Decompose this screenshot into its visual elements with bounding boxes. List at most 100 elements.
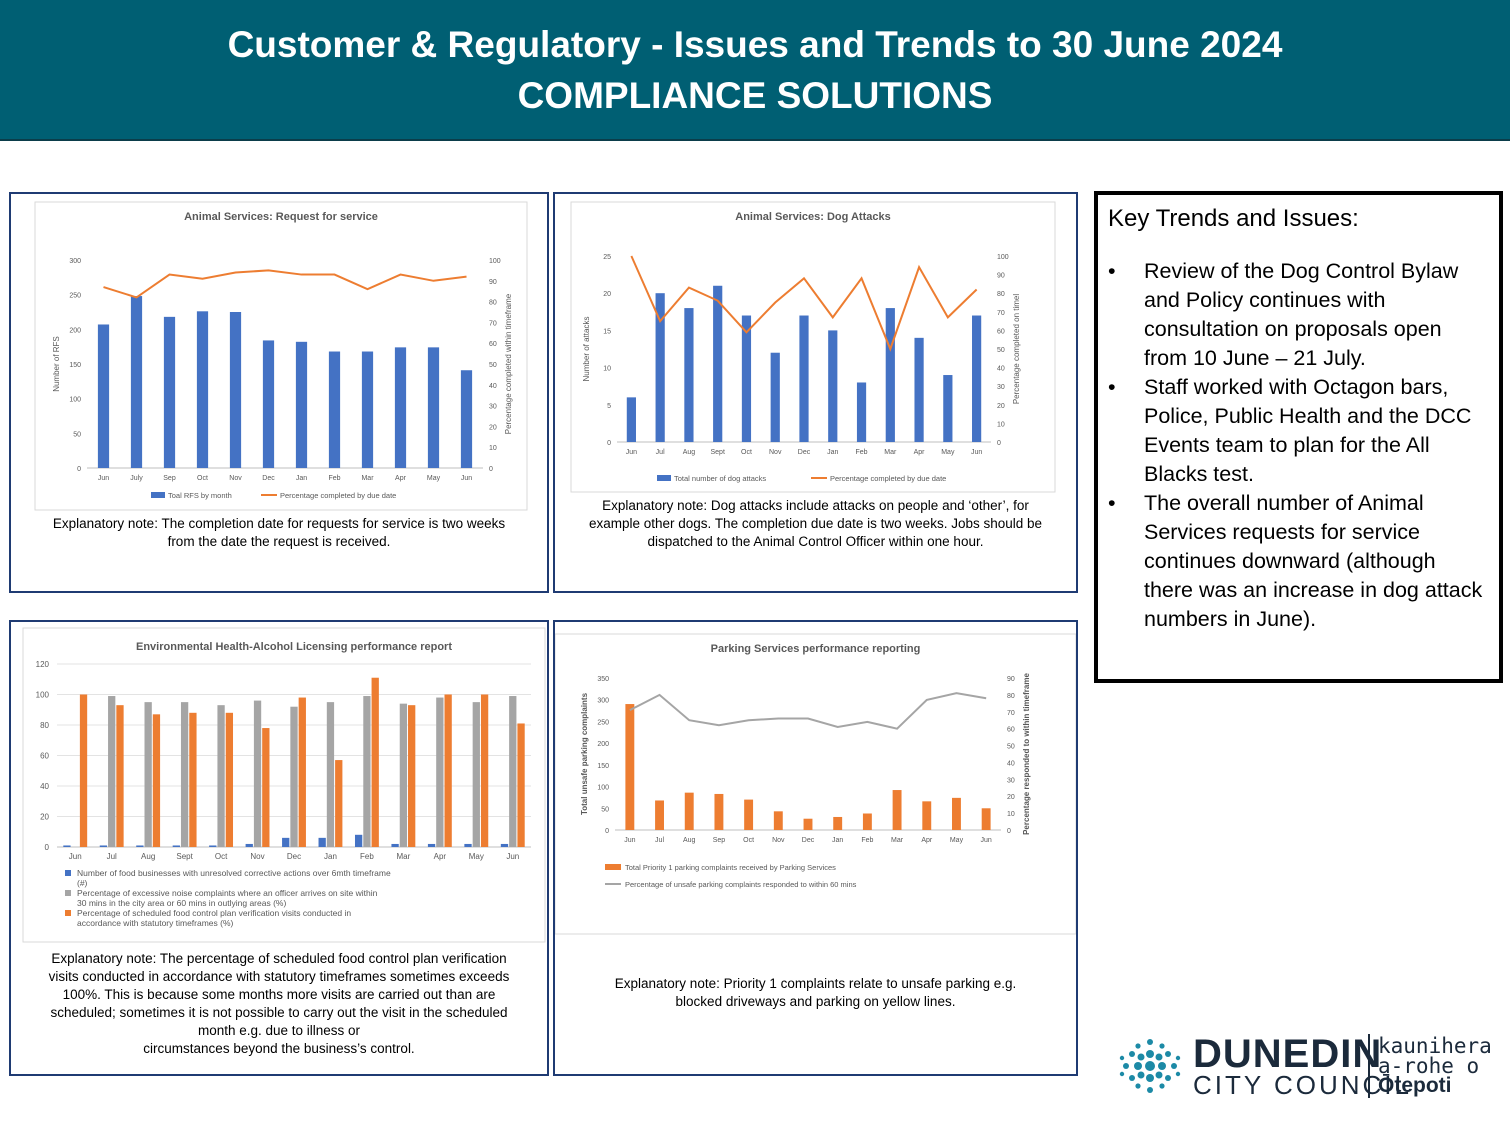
bar	[427, 347, 440, 468]
legend-swatch	[151, 492, 165, 498]
dog-note: Explanatory note: Dog attacks include at…	[588, 498, 1043, 549]
legend-label: Percentage completed by due date	[830, 474, 946, 483]
y-tick-label: 120	[36, 660, 50, 669]
bar	[892, 790, 902, 830]
logo-dot	[1137, 1071, 1145, 1079]
bar	[189, 712, 197, 847]
y-tick-label: 25	[603, 254, 611, 261]
x-tick-label: Sept	[176, 852, 193, 861]
bullet-icon: •	[1108, 259, 1116, 283]
bar	[803, 818, 813, 830]
y-tick-label: 350	[597, 676, 609, 683]
y2-tick-label: 20	[997, 403, 1005, 410]
y2-tick-label: 40	[489, 383, 497, 390]
bar	[684, 308, 694, 442]
logo-dot	[1129, 1051, 1135, 1057]
y-tick-label: 5	[607, 403, 611, 410]
bar	[856, 382, 867, 442]
x-tick-label: Jan	[832, 837, 843, 844]
bar	[981, 808, 991, 830]
y2-tick-label: 60	[1007, 727, 1015, 734]
y-tick-label: 300	[69, 258, 81, 265]
parking-note: Explanatory note: Priority 1 complaints …	[614, 976, 1017, 1009]
logo-dot	[1137, 1053, 1145, 1061]
key-trends-title: Key Trends and Issues:	[1108, 205, 1359, 232]
x-tick-label: May	[427, 475, 441, 482]
logo-maori-1: kaunihera	[1378, 1034, 1492, 1058]
bar	[655, 293, 665, 442]
y2-tick-label: 10	[1007, 811, 1015, 818]
key-trend-item: • Staff worked with Octagon bars, Police,…	[1108, 373, 1488, 489]
x-tick-label: Mar	[396, 852, 410, 861]
bar	[952, 797, 961, 830]
key-trend-text: The overall number of Animal Services re…	[1144, 491, 1483, 631]
page-header: Customer & Regulatory - Issues and Trend…	[0, 0, 1510, 141]
x-tick-label: Apr	[395, 475, 407, 482]
parking-chart: Parking Services performance reporting 0 5…	[555, 633, 1076, 935]
x-tick-label: Aug	[683, 449, 696, 456]
y-tick-label: 20	[40, 813, 49, 822]
bar	[714, 793, 724, 830]
bar	[770, 352, 780, 442]
x-tick-label: Jan	[324, 852, 337, 861]
bar	[97, 324, 110, 468]
bar	[391, 843, 399, 847]
y-tick-label: 60	[40, 752, 49, 761]
y2-tick-label: 40	[997, 366, 1005, 373]
y-tick-label: 200	[597, 741, 609, 748]
bar	[500, 843, 509, 847]
key-trend-item: • Review of the Dog Control Bylaw and Pol…	[1108, 257, 1488, 373]
bar	[509, 696, 517, 847]
y2-tick-label: 60	[489, 341, 497, 348]
y2-tick-label: 90	[489, 279, 497, 286]
bar	[436, 697, 444, 847]
logo-maori-2: a-rohe o	[1378, 1054, 1480, 1078]
bar	[833, 816, 843, 830]
bar	[290, 706, 298, 847]
logo-dot	[1175, 1055, 1181, 1061]
bar	[744, 799, 754, 830]
logo-maori-3: Ōtepoti	[1378, 1074, 1452, 1097]
x-tick-label: Apr	[921, 837, 933, 844]
y-tick-label: 10	[603, 366, 611, 373]
bar	[464, 843, 472, 847]
bar	[262, 728, 270, 847]
y-tick-label: 0	[605, 828, 609, 835]
y-tick-label: 0	[77, 466, 81, 473]
y2-tick-label: 100	[997, 254, 1009, 261]
bar	[480, 694, 489, 847]
legend-swatch	[605, 864, 621, 870]
bar	[172, 845, 180, 847]
y2-tick-label: 90	[997, 273, 1005, 280]
logo-dot	[1135, 1083, 1141, 1089]
y2-tick-label: 80	[997, 291, 1005, 298]
bar	[163, 316, 176, 468]
rfs-panel: Animal Services: Request for service 0 50 1…	[9, 192, 549, 593]
y2-tick-label: 80	[489, 300, 497, 307]
y2-tick-label: 100	[489, 258, 501, 265]
x-tick-label: Jul	[107, 852, 117, 861]
bar	[63, 845, 71, 847]
dcc-logo-mark-icon	[1119, 1039, 1181, 1093]
logo-dot	[1119, 1055, 1125, 1061]
x-tick-label: Sep	[713, 837, 726, 844]
x-tick-label: May	[950, 837, 964, 844]
logo-dot	[1145, 1061, 1155, 1071]
y2-tick-label: 50	[489, 362, 497, 369]
x-tick-label: Jun	[981, 837, 992, 844]
y2-tick-label: 10	[489, 445, 497, 452]
chart-frame	[570, 201, 1056, 493]
x-tick-label: Jun	[69, 852, 82, 861]
y2-tick-label: 50	[997, 347, 1005, 354]
x-tick-label: Jul	[655, 837, 664, 844]
y-tick-label: 50	[601, 806, 609, 813]
x-tick-label: Aug	[683, 837, 696, 844]
y-tick-label: 0	[45, 843, 50, 852]
logo-dot	[1134, 1062, 1142, 1070]
rfs-chart: Animal Services: Request for service 0 50 1…	[34, 201, 528, 511]
y2-tick-label: 30	[489, 404, 497, 411]
y2-tick-label: 70	[997, 310, 1005, 317]
env-note-line: visits conducted in accordance with stat…	[48, 969, 510, 984]
bar	[655, 800, 664, 830]
bar	[885, 308, 895, 442]
